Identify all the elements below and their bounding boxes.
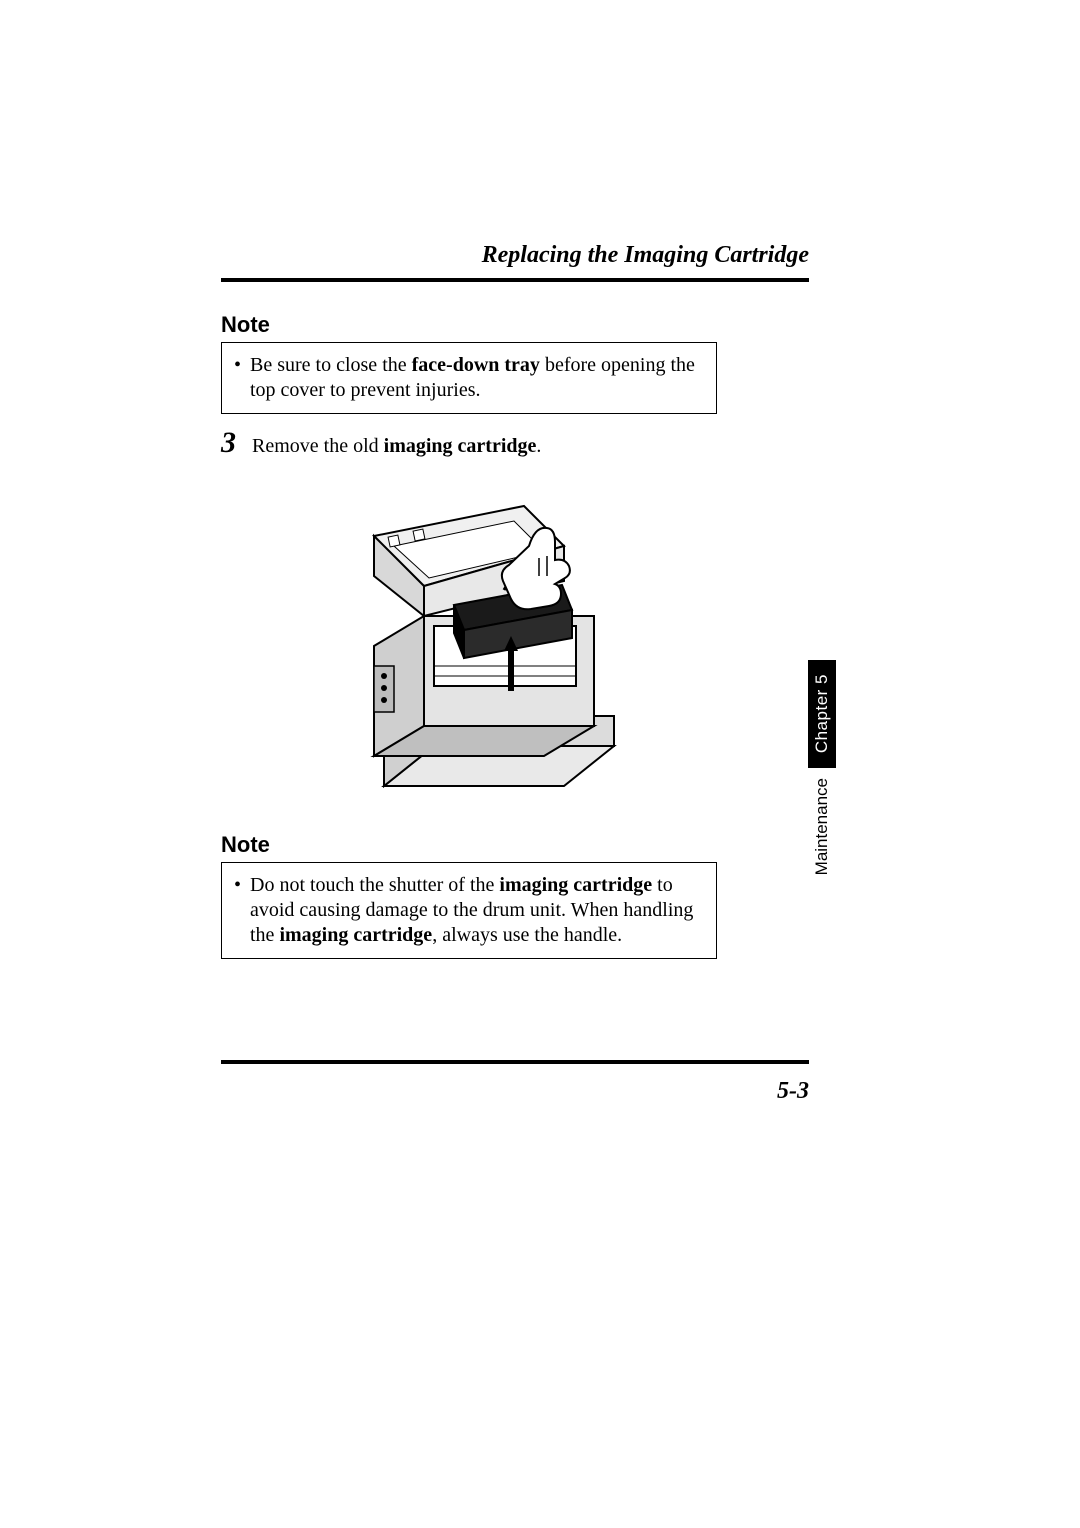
chapter-label: Chapter 5 [812, 674, 832, 753]
figure-printer-cartridge [314, 476, 624, 806]
step-3-text: Remove the old imaging cartridge. [252, 435, 541, 458]
step3-text-after: . [536, 435, 541, 457]
note-item-2: Do not touch the shutter of the imaging … [250, 873, 702, 948]
note-box-1: Be sure to close the face-down tray befo… [221, 342, 717, 414]
note2-bold2: imaging cartridge [279, 924, 432, 946]
chapter-tab: Chapter 5 [808, 660, 836, 768]
note-2-wrap: Note Do not touch the shutter of the ima… [221, 832, 717, 959]
note-item-1: Be sure to close the face-down tray befo… [250, 353, 702, 403]
note1-bold: face-down tray [412, 354, 540, 376]
note2-seg1: Do not touch the shutter of the [250, 874, 499, 896]
note2-bold1: imaging cartridge [499, 874, 652, 896]
content-area: Note Be sure to close the face-down tray… [221, 300, 717, 959]
note-list-2: Do not touch the shutter of the imaging … [250, 873, 702, 948]
step-3-number: 3 [221, 428, 236, 458]
step3-bold: imaging cartridge [384, 435, 537, 457]
step-3: 3 Remove the old imaging cartridge. [221, 428, 717, 458]
section-label: Maintenance [812, 778, 832, 875]
header-rule [221, 278, 809, 282]
note1-text-before: Be sure to close the [250, 354, 412, 376]
page-number: 5-3 [777, 1078, 809, 1105]
page-header-title: Replacing the Imaging Cartridge [482, 242, 809, 269]
side-labels: Chapter 5 Maintenance [806, 660, 830, 860]
figure-wrap [221, 476, 717, 806]
note-heading-2: Note [221, 832, 717, 858]
footer-rule [221, 1060, 809, 1064]
note-list-1: Be sure to close the face-down tray befo… [250, 353, 702, 403]
note2-seg3: , always use the handle. [432, 924, 622, 946]
note-heading-1: Note [221, 312, 717, 338]
step3-text-before: Remove the old [252, 435, 384, 457]
printer-illustration-icon [314, 476, 624, 806]
note-box-2: Do not touch the shutter of the imaging … [221, 862, 717, 959]
page: Replacing the Imaging Cartridge Note Be … [0, 0, 1080, 1528]
